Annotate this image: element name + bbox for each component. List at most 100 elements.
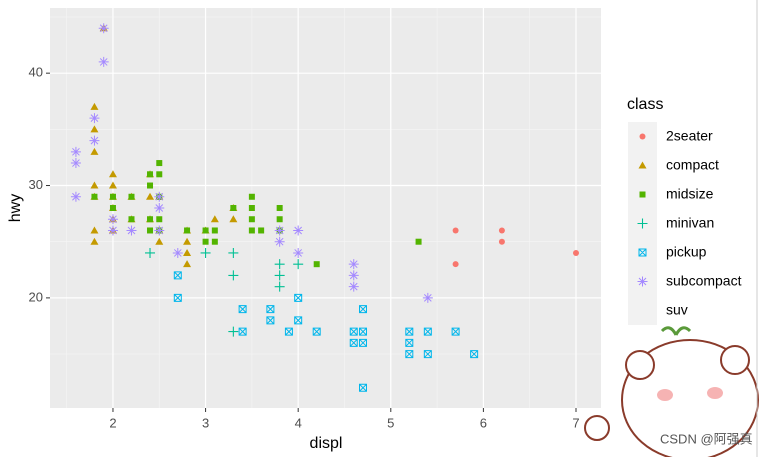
point [90, 102, 99, 110]
point [155, 237, 164, 245]
point [274, 270, 285, 281]
point [128, 193, 135, 200]
point [348, 259, 359, 270]
point [184, 227, 191, 234]
point [359, 305, 368, 314]
point [108, 170, 117, 178]
point [405, 350, 414, 359]
point [293, 247, 304, 258]
y-tick-label: 20 [29, 289, 43, 304]
point [90, 226, 99, 234]
point [276, 216, 283, 223]
point [145, 247, 156, 258]
point [229, 215, 238, 223]
point [211, 238, 218, 245]
legend-symbol [638, 161, 647, 169]
point [156, 171, 163, 178]
legend-label: pickup [666, 244, 707, 260]
point [202, 227, 209, 234]
point [228, 270, 239, 281]
point [348, 270, 359, 281]
point [452, 227, 459, 234]
point [349, 338, 358, 347]
point [183, 237, 192, 245]
point [211, 227, 218, 234]
legend-label: subcompact [666, 273, 742, 289]
point [154, 203, 165, 213]
point [109, 193, 116, 200]
point [147, 182, 154, 189]
legend-label: suv [666, 302, 688, 318]
point [173, 271, 182, 280]
point [423, 350, 432, 359]
point [89, 113, 100, 124]
point [146, 192, 155, 200]
legend-symbol [639, 191, 646, 198]
point [248, 205, 255, 211]
point [90, 237, 99, 245]
mascot [584, 326, 759, 457]
legend-label: 2seater [666, 128, 713, 144]
point [147, 216, 154, 223]
point [238, 305, 247, 314]
point [228, 326, 239, 337]
point [154, 191, 165, 202]
point [98, 56, 109, 67]
point [154, 225, 165, 236]
point [107, 225, 118, 236]
point [172, 247, 183, 258]
point [359, 338, 368, 347]
x-tick-label: 4 [295, 415, 302, 430]
point [274, 259, 285, 270]
point [109, 205, 116, 211]
point [248, 193, 255, 200]
point [202, 238, 209, 245]
x-axis-label: displ [310, 435, 343, 452]
point [258, 227, 265, 234]
point [70, 191, 81, 202]
point [147, 227, 154, 234]
x-tick-label: 3 [202, 415, 209, 430]
legend-title: class [627, 96, 663, 113]
x-tick-label: 5 [387, 415, 394, 430]
point [156, 160, 163, 167]
point [498, 227, 505, 234]
point [183, 248, 192, 256]
point [156, 216, 163, 223]
point [498, 238, 505, 245]
legend-symbol [638, 248, 647, 257]
point [572, 249, 579, 256]
point [294, 293, 303, 302]
point [451, 327, 460, 336]
point [70, 146, 81, 157]
point [70, 158, 81, 169]
point [108, 181, 117, 189]
legend-symbol [637, 276, 648, 287]
point [238, 327, 247, 336]
point [423, 327, 432, 336]
point [274, 236, 285, 247]
point [228, 247, 239, 258]
point [274, 225, 285, 236]
point [293, 225, 304, 236]
point [89, 135, 100, 146]
point [266, 305, 275, 314]
point [90, 125, 99, 133]
x-tick-label: 7 [572, 415, 579, 430]
point [415, 238, 422, 245]
point [422, 292, 433, 303]
y-tick-label: 40 [29, 65, 43, 80]
legend-key [628, 296, 657, 325]
point [294, 316, 303, 325]
point [405, 327, 414, 336]
point [98, 23, 109, 34]
point [173, 293, 182, 302]
point [107, 214, 118, 225]
x-tick-label: 2 [109, 415, 116, 430]
point [210, 215, 219, 223]
point [312, 327, 321, 336]
legend-symbol [637, 218, 648, 229]
point [293, 259, 304, 270]
point [405, 338, 414, 347]
point [470, 350, 479, 359]
